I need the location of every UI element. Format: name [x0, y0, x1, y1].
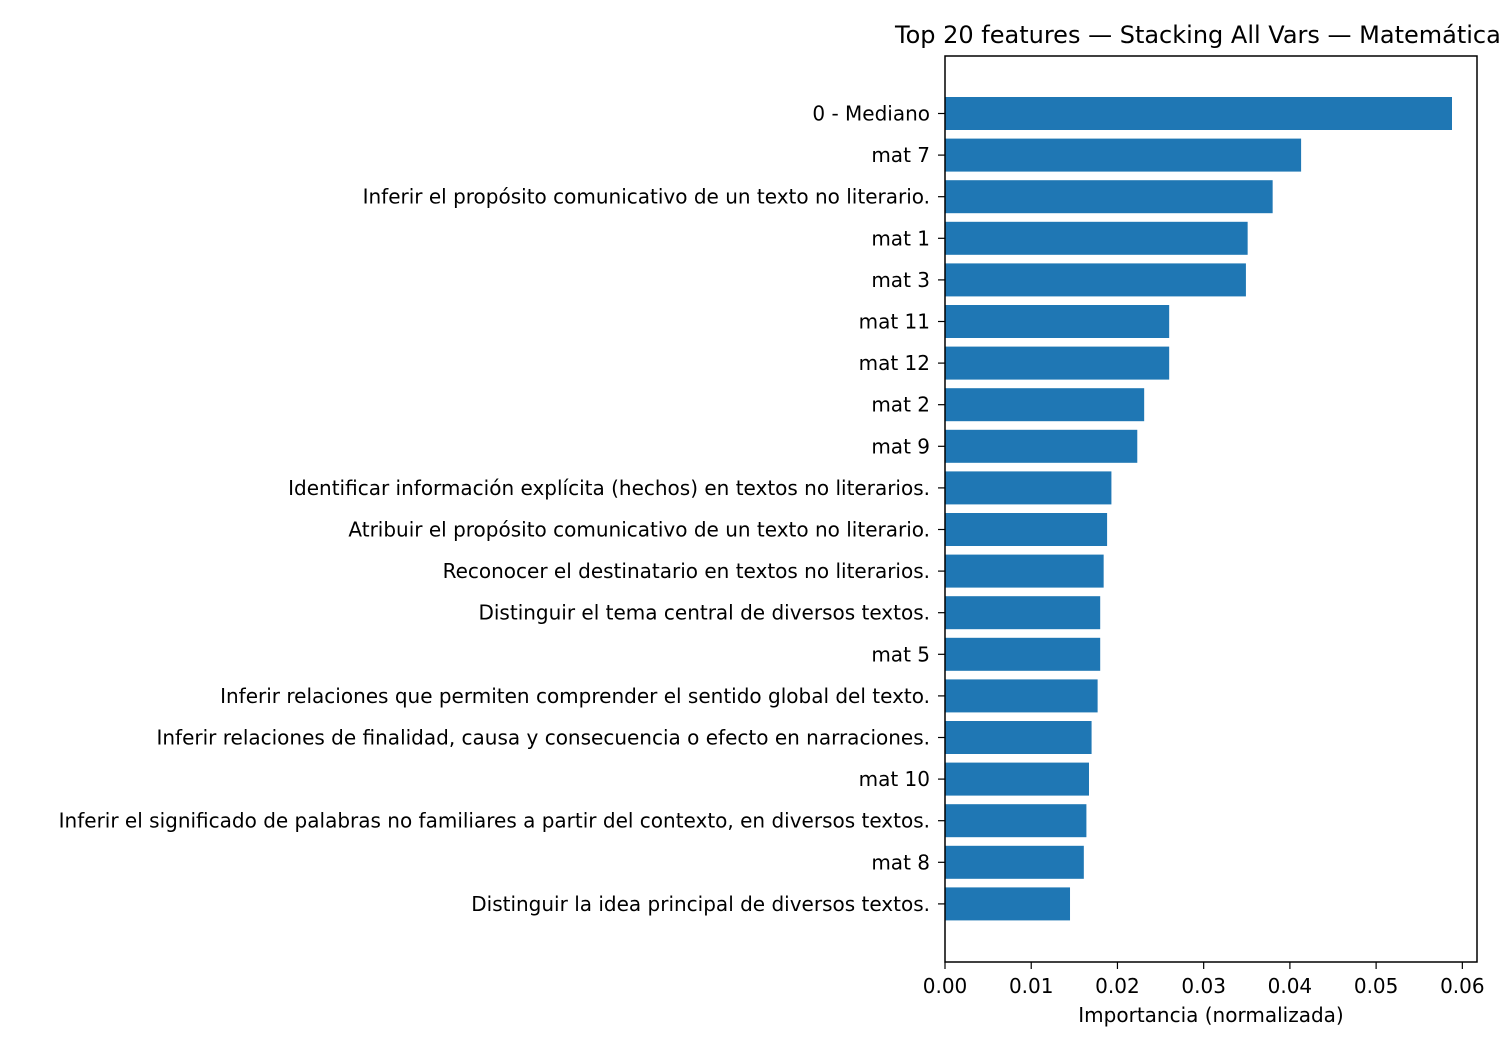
plot-frame	[944, 55, 1478, 963]
y-tick-label: Inferir el significado de palabras no fa…	[59, 809, 930, 833]
y-tick-label: Inferir relaciones que permiten comprend…	[220, 684, 930, 708]
bar	[945, 554, 1104, 588]
x-tick-label: 0.02	[1095, 974, 1140, 998]
bar	[945, 637, 1101, 671]
x-tick-label: 0.06	[1440, 974, 1485, 998]
x-tick-label: 0.03	[1181, 974, 1226, 998]
bar	[945, 263, 1246, 297]
y-tick-label: mat 8	[871, 850, 930, 874]
x-axis-label: Importancia (normalizada)	[1078, 1003, 1343, 1027]
bar	[945, 97, 1452, 130]
y-tick-label: mat 9	[871, 434, 930, 458]
y-tick-label: 0 - Mediano	[812, 102, 930, 126]
x-tick-label: 0.01	[1009, 974, 1054, 998]
y-tick-label: mat 11	[859, 310, 930, 334]
y-tick-label: mat 2	[871, 393, 930, 417]
y-tick-label: mat 12	[859, 351, 930, 375]
bar	[945, 471, 1112, 505]
y-tick-label: Reconocer el destinatario en textos no l…	[443, 559, 930, 583]
bar	[945, 305, 1170, 338]
bars	[945, 97, 1452, 921]
x-tick-label: 0.04	[1268, 974, 1313, 998]
chart-title: Top 20 features — Stacking All Vars — Ma…	[894, 21, 1500, 49]
bar	[945, 513, 1108, 546]
y-tick-label: mat 7	[871, 143, 930, 167]
bar	[945, 762, 1089, 796]
bar	[945, 429, 1138, 463]
y-tick-label: Atribuir el propósito comunicativo de un…	[348, 518, 930, 542]
bar	[945, 221, 1248, 255]
y-tick-label: mat 5	[871, 642, 930, 666]
bar	[945, 721, 1092, 754]
y-tick-labels: 0 - Mediano mat 7 Inferir el propósito com…	[59, 102, 945, 916]
bar	[945, 388, 1145, 422]
bar	[945, 804, 1087, 838]
bar	[945, 845, 1084, 879]
x-tick-label: 0.00	[923, 974, 968, 998]
y-tick-label: Identificar información explícita (hecho…	[288, 476, 930, 500]
y-tick-label: Inferir relaciones de finalidad, causa y…	[156, 726, 930, 750]
bar	[945, 887, 1071, 921]
y-tick-label: Distinguir el tema central de diversos t…	[478, 601, 930, 625]
y-tick-label: mat 3	[871, 268, 930, 292]
bar	[945, 180, 1273, 214]
x-tick-label: 0.05	[1354, 974, 1399, 998]
y-tick-label: mat 10	[859, 767, 930, 791]
x-ticks: 0.00 0.01 0.02 0.03 0.04 0.05 0.06	[923, 962, 1485, 998]
bar	[945, 346, 1170, 380]
bar	[945, 596, 1101, 630]
y-tick-label: Inferir el propósito comunicativo de un …	[363, 185, 930, 209]
y-tick-label: mat 1	[871, 226, 930, 250]
bar	[945, 679, 1098, 713]
y-tick-label: Distinguir la idea principal de diversos…	[471, 892, 930, 916]
bar	[945, 138, 1302, 172]
